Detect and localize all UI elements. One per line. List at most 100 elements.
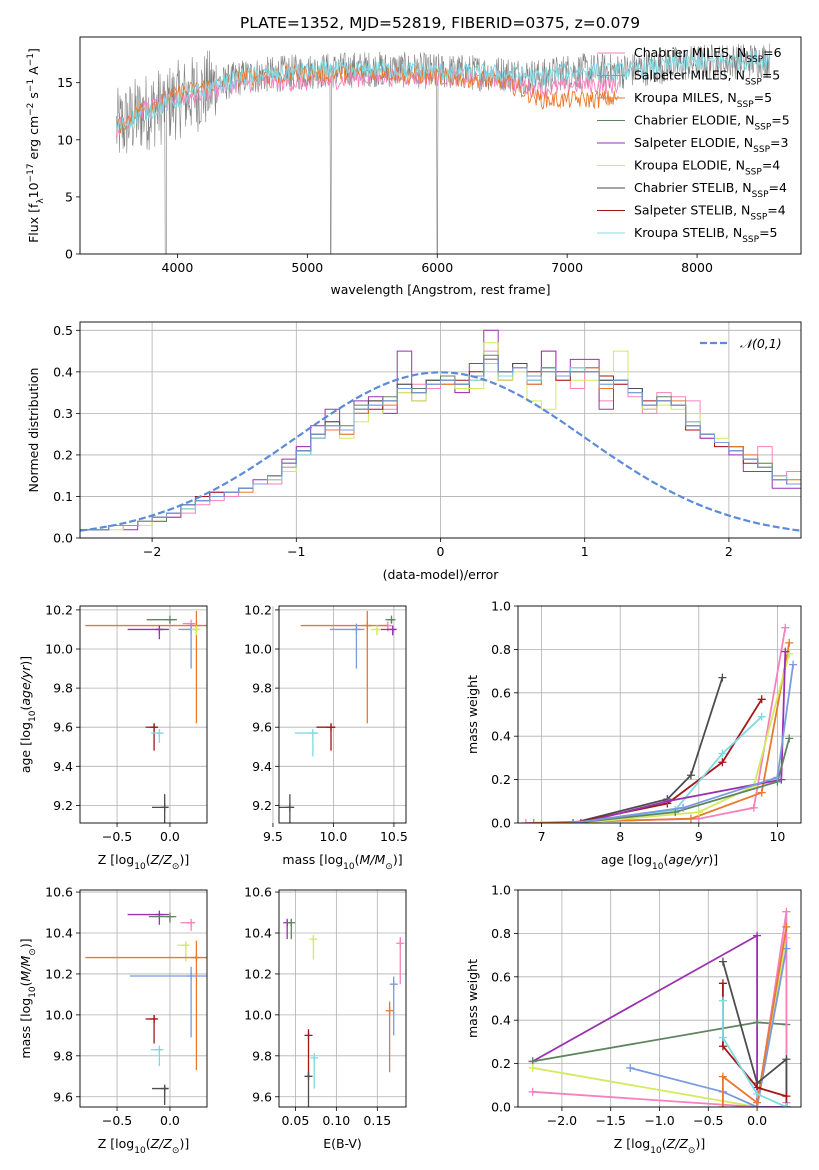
marker <box>686 771 695 780</box>
label-part: −2 <box>26 103 36 116</box>
x-axis-label: wavelength [Angstrom, rest frame] <box>330 282 550 297</box>
x-tick-label: 0.10 <box>322 1113 350 1128</box>
series-line <box>580 653 791 823</box>
x-tick-label: 10.0 <box>320 829 348 844</box>
point-kroupa-stelib <box>150 1045 164 1067</box>
y-tick-label: 1.0 <box>491 599 511 614</box>
y-tick-label: 0.0 <box>491 816 511 831</box>
marker <box>718 996 727 1005</box>
x-tick-label: 5000 <box>291 260 323 275</box>
marker <box>181 941 190 950</box>
x-tick-label: 0.15 <box>363 1113 391 1128</box>
point-kroupa-elodie <box>370 625 381 636</box>
label-part: mass [log <box>18 998 33 1059</box>
marker <box>718 1072 727 1081</box>
legend-entry: Salpeter ELODIE, NSSP=3 <box>634 135 788 155</box>
label-part: )] <box>18 938 33 948</box>
chart-age-vs-z: −0.5 0.09.29.49.69.810.010.2Z [log10(Z/Z⊙… <box>18 602 208 872</box>
legend-entry: Chabrier ELODIE, NSSP=5 <box>634 113 790 133</box>
marker <box>749 803 758 812</box>
x-axis-label: (data-model)/error <box>383 567 500 582</box>
point-salpeter-stelib <box>316 723 336 751</box>
x-tick-label: 0.05 <box>281 1113 309 1128</box>
axes-frame <box>278 889 407 1108</box>
y-tick-label: 10.6 <box>244 885 272 900</box>
series-line <box>572 664 794 823</box>
series-line <box>580 651 787 823</box>
x-tick-label: 8000 <box>681 260 713 275</box>
plot-area <box>279 610 397 823</box>
y-tick-label: 0.8 <box>491 926 511 941</box>
y-tick-label: 9.8 <box>53 1048 73 1063</box>
label-part: SSP <box>750 213 767 223</box>
y-axis-label: Normed distribution <box>26 368 41 493</box>
series-kroupa-miles <box>718 922 791 1107</box>
marker <box>753 1098 762 1107</box>
marker <box>165 615 174 624</box>
point-kroupa-elodie <box>191 625 201 636</box>
label-part: Flux [f <box>26 203 41 243</box>
y-tick-label: 10.2 <box>244 602 272 617</box>
label-part: SSP <box>754 123 771 133</box>
plot-area <box>283 918 405 1107</box>
marker <box>781 623 790 632</box>
label-part: Z/Z <box>150 852 173 867</box>
y-tick-label: 10.2 <box>45 602 73 617</box>
x-tick-label: 0.0 <box>160 1113 180 1128</box>
point-chabrier-miles <box>180 918 196 931</box>
label-part: SSP <box>737 100 754 110</box>
marker <box>529 819 538 823</box>
marker <box>308 729 317 738</box>
y-tick-label: 10.4 <box>45 925 73 940</box>
legend-entry: Kroupa MILES, NSSP=5 <box>634 90 772 110</box>
label-part: =5 <box>754 90 772 105</box>
marker <box>352 625 361 634</box>
chart-mass-vs-z: −0.5 0.09.69.810.010.210.410.6Z [log10(Z/… <box>18 885 208 1156</box>
label-part: =3 <box>770 135 788 150</box>
y-tick-label: 10.2 <box>45 966 73 981</box>
series-line <box>722 961 788 1107</box>
label-part: ( <box>355 852 360 867</box>
x-axis-label: age [log10(age/yr)] <box>601 852 718 872</box>
y-tick-label: 0.8 <box>491 642 511 657</box>
label-part: SSP <box>742 235 759 245</box>
y-tick-label: 9.4 <box>53 759 73 774</box>
legend-entry: Kroupa ELODIE, NSSP=4 <box>634 158 780 178</box>
marker <box>679 803 688 812</box>
point-salpeter-elodie <box>127 625 169 640</box>
label-part: Z [log <box>98 1136 134 1151</box>
label-part: −1 <box>26 79 36 92</box>
y-tick-label: 0.2 <box>491 1056 511 1071</box>
marker <box>785 734 794 743</box>
marker <box>663 797 672 806</box>
y-tick-label: 0.1 <box>53 489 73 504</box>
hist-step-chabrier-stelib <box>80 358 801 531</box>
y-tick-label: 15 <box>57 75 73 90</box>
legend-entry: Chabrier MILES, NSSP=6 <box>634 45 782 65</box>
y-tick-label: 0.2 <box>491 772 511 787</box>
marker <box>782 922 791 931</box>
marker <box>757 712 766 721</box>
marker <box>753 931 762 940</box>
x-axis-label: mass [log10(M/M⊙)] <box>282 852 402 872</box>
label-part: SSP <box>745 78 762 88</box>
y-axis-label: Flux [fλ10−17 erg cm−2 s−1 A−1] <box>26 48 46 243</box>
label-part: ( <box>146 852 151 867</box>
point-kroupa-elodie <box>309 935 318 960</box>
label-part: =6 <box>763 45 781 60</box>
point-kroupa-elodie <box>177 941 190 962</box>
marker <box>718 1033 727 1042</box>
y-tick-label: 10.6 <box>45 885 73 900</box>
axes-frame <box>79 605 208 824</box>
marker <box>718 957 727 966</box>
label-part: ⊙ <box>172 862 180 872</box>
label-part: )] <box>179 1136 189 1151</box>
marker <box>192 625 201 634</box>
series-line <box>572 677 724 823</box>
marker <box>521 819 530 823</box>
label-part: ⊙ <box>385 862 393 872</box>
y-axis-label: age [log10(age/yr)] <box>18 656 38 773</box>
marker <box>304 1072 313 1081</box>
label-part: 10 <box>134 1146 146 1156</box>
marker <box>718 979 727 988</box>
